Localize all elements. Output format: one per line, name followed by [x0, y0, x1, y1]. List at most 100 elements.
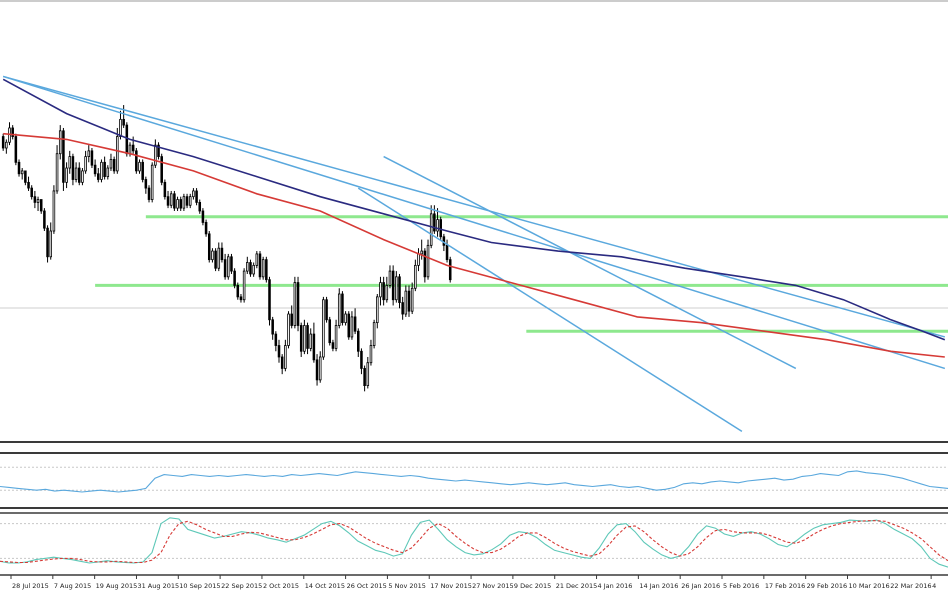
candle-body-77 — [246, 262, 249, 272]
candle-body-44 — [141, 161, 144, 180]
candle-body-50 — [160, 156, 163, 183]
candle-body-59 — [188, 196, 192, 206]
candle-body-116 — [369, 345, 373, 364]
candle-body-102 — [325, 299, 328, 321]
candle-body-22 — [71, 156, 75, 180]
candle-body-16 — [52, 190, 56, 232]
moving-average-1 — [3, 132, 945, 358]
candle-body-126 — [401, 302, 404, 315]
candle-body-18 — [58, 130, 62, 155]
candle-body-0 — [1, 136, 5, 149]
trendline-0 — [2, 75, 946, 338]
x-tick-label-1: 7 Aug 2015 — [54, 582, 92, 590]
x-tick-label-0: 28 Jul 2015 — [12, 582, 49, 590]
candle-body-127 — [404, 290, 408, 315]
x-tick-label-3: 31 Aug 2015 — [137, 582, 179, 590]
candle-body-117 — [372, 322, 376, 346]
candle-body-131 — [417, 253, 420, 266]
candle-body-107 — [341, 293, 344, 324]
candle-body-125 — [398, 276, 401, 303]
candle-body-91 — [290, 313, 293, 326]
candle-body-94 — [299, 325, 303, 352]
candle-body-71 — [227, 256, 230, 278]
x-tick-label-10: 17 Nov 2015 — [430, 582, 472, 590]
candle-body-81 — [258, 253, 262, 278]
candle-body-3 — [11, 127, 14, 137]
candle-body-20 — [65, 167, 68, 183]
candle-body-78 — [249, 262, 252, 275]
candle-body-88 — [280, 356, 284, 369]
candle-body-38 — [122, 118, 125, 126]
candle-body-104 — [331, 342, 335, 349]
candle-body-85 — [271, 319, 274, 335]
candle-body-87 — [277, 345, 281, 358]
candle-body-137 — [436, 219, 439, 232]
candle-body-60 — [192, 190, 195, 198]
candle-body-52 — [166, 196, 170, 206]
x-tick-label-8: 26 Oct 2015 — [347, 582, 387, 590]
candle-body-111 — [353, 316, 357, 332]
candle-body-25 — [81, 170, 84, 183]
candle-body-42 — [135, 150, 138, 172]
candle-body-34 — [109, 159, 113, 169]
candle-body-103 — [328, 319, 332, 344]
candle-body-65 — [207, 233, 211, 261]
candle-body-92 — [293, 282, 297, 326]
candle-body-55 — [176, 199, 179, 209]
candle-body-37 — [119, 118, 122, 137]
candle-body-1 — [5, 141, 8, 149]
candle-body-70 — [223, 259, 227, 278]
candle-body-112 — [357, 330, 360, 352]
x-tick-label-15: 14 Jan 2016 — [639, 582, 678, 590]
candle-body-61 — [195, 190, 198, 203]
x-tick-label-14: 4 Jan 2016 — [598, 582, 633, 590]
candle-body-100 — [318, 356, 322, 381]
candle-body-109 — [347, 313, 351, 338]
candle-body-27 — [87, 150, 91, 157]
candle-body-21 — [68, 156, 72, 169]
candle-body-130 — [414, 264, 417, 289]
candle-body-72 — [230, 256, 233, 272]
candle-body-140 — [445, 244, 449, 261]
candle-body-4 — [14, 136, 18, 163]
candle-body-32 — [103, 161, 106, 178]
candle-body-141 — [448, 259, 452, 281]
candle-body-6 — [20, 170, 24, 175]
candle-body-31 — [100, 161, 103, 180]
candle-body-63 — [201, 210, 205, 223]
candle-body-11 — [36, 199, 40, 203]
trendline-1 — [2, 75, 946, 370]
candle-body-64 — [204, 222, 208, 235]
candle-body-13 — [43, 210, 46, 229]
candle-body-54 — [173, 193, 176, 209]
trendline-2 — [383, 155, 797, 370]
candle-body-76 — [242, 270, 246, 301]
candle-body-36 — [116, 136, 119, 172]
candle-body-19 — [62, 130, 65, 183]
candle-body-122 — [388, 270, 392, 286]
candle-body-26 — [84, 156, 87, 172]
candle-body-7 — [24, 170, 27, 183]
candle-body-41 — [131, 144, 135, 152]
x-tick-label-5: 22 Sep 2015 — [221, 582, 262, 590]
candle-body-45 — [144, 179, 148, 189]
candle-body-121 — [385, 285, 389, 301]
candle-body-5 — [17, 161, 21, 175]
candle-body-74 — [236, 285, 240, 298]
x-tick-label-20: 10 Mar 2016 — [848, 582, 889, 590]
candle-body-56 — [179, 199, 182, 209]
candle-body-93 — [296, 282, 300, 326]
candle-body-95 — [303, 325, 306, 352]
x-tick-label-2: 19 Aug 2015 — [96, 582, 138, 590]
moving-average-0 — [2, 78, 946, 341]
candle-body-10 — [33, 196, 37, 203]
x-tick-label-17: 5 Feb 2016 — [723, 582, 759, 590]
candle-body-129 — [410, 287, 414, 312]
candle-body-46 — [147, 187, 151, 200]
candle-body-73 — [233, 270, 236, 286]
candle-body-110 — [350, 316, 354, 338]
candle-body-133 — [423, 250, 427, 278]
candle-body-84 — [268, 279, 271, 321]
candle-body-47 — [150, 164, 154, 200]
